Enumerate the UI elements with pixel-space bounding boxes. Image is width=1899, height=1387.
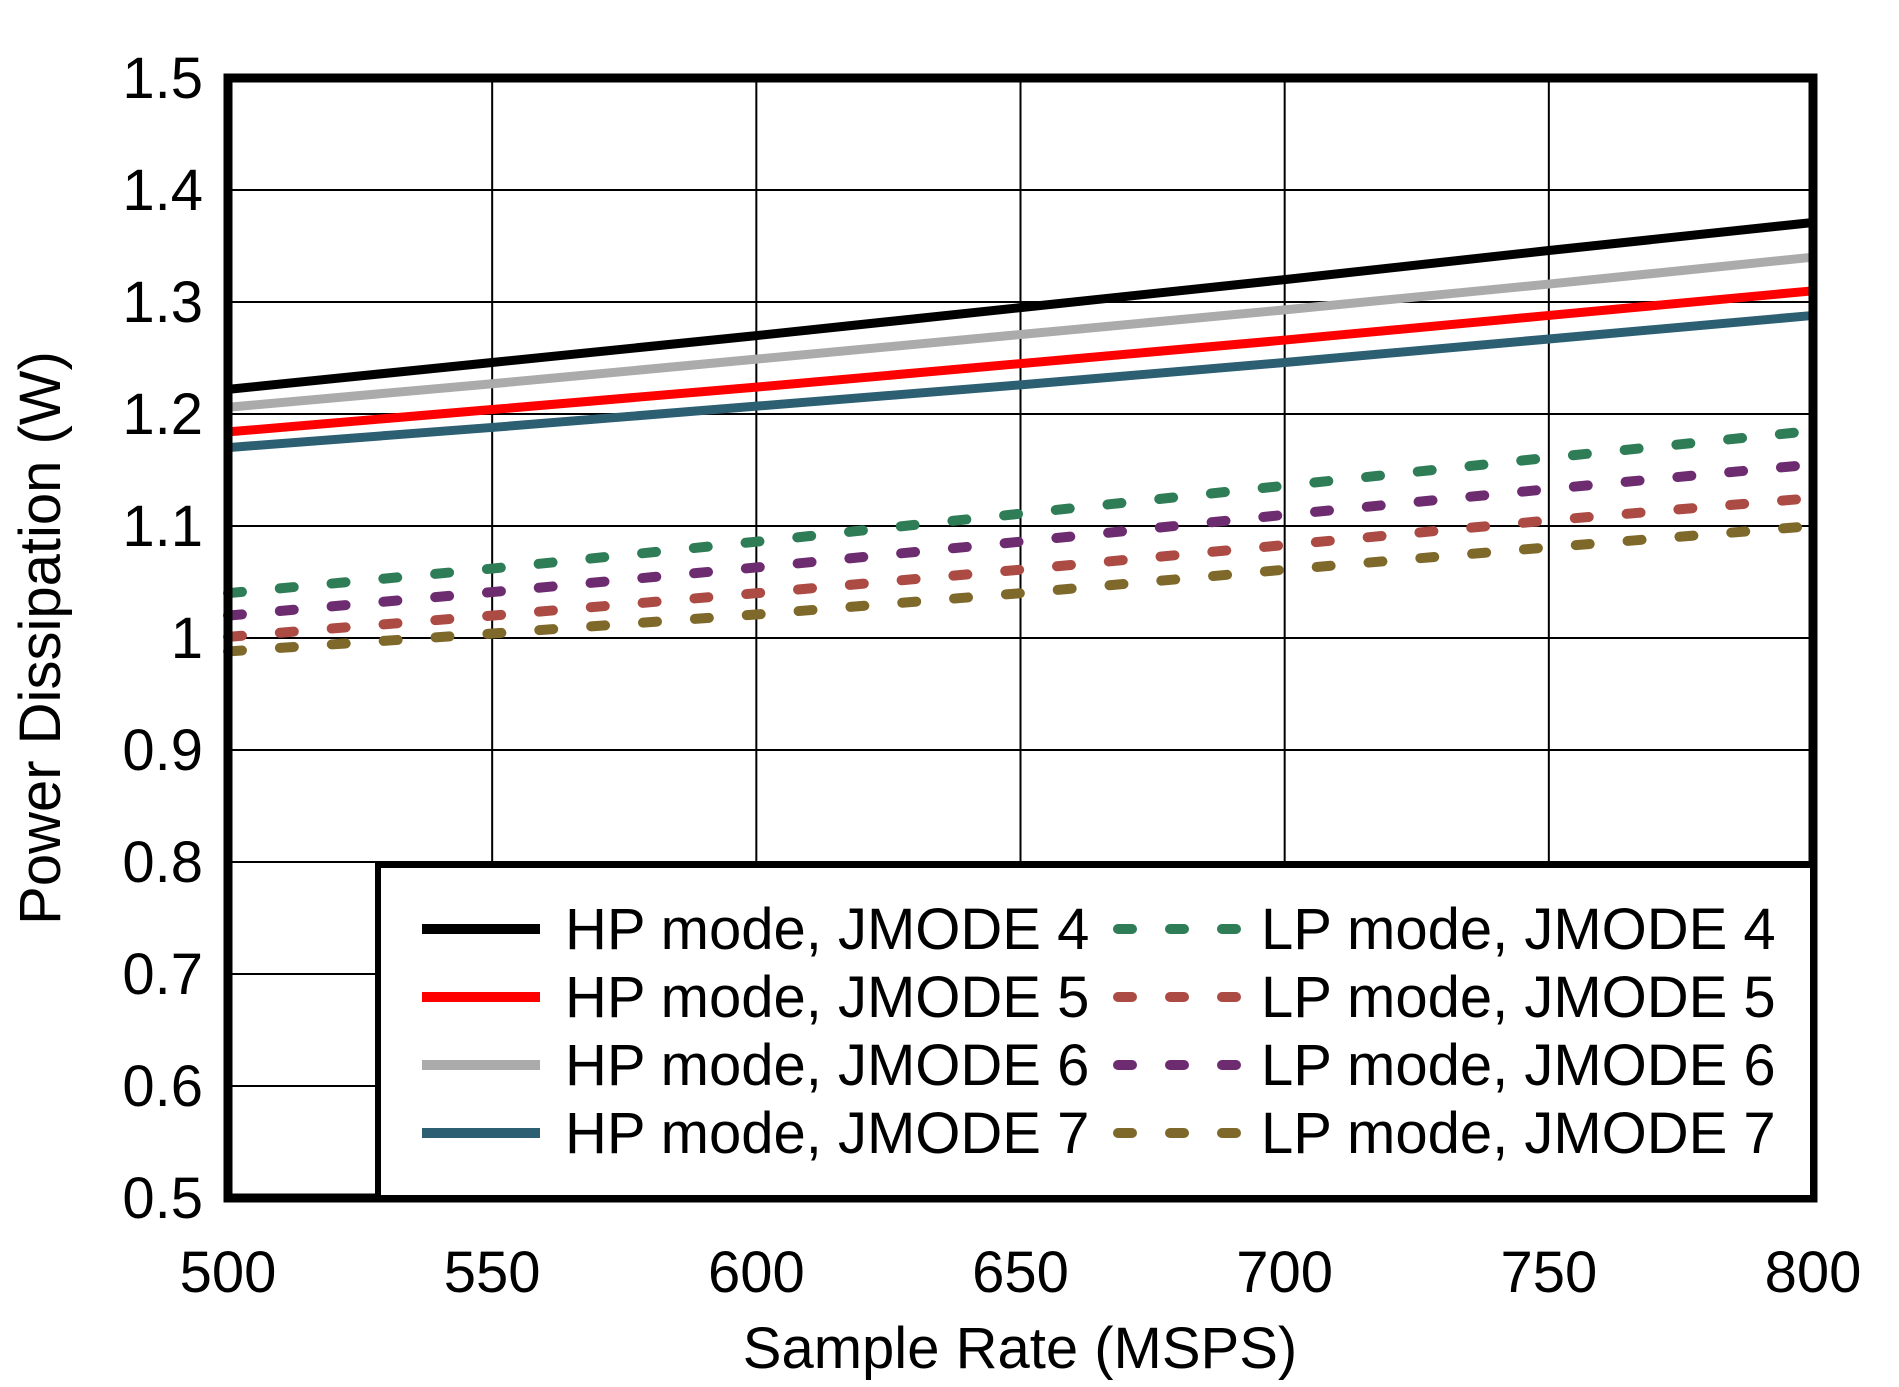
y-tick-label: 1.4 [122,158,203,223]
series-lines [223,218,1818,657]
series-line-hp-mode-jmode-7 [227,310,1814,453]
series-line-lp-mode-jmode-5 [223,493,1818,642]
series-line-hp-mode-jmode-6 [227,252,1814,412]
x-tick-label: 700 [1236,1240,1333,1305]
legend-label: HP mode, JMODE 4 [565,897,1089,962]
x-tick-label: 600 [708,1240,805,1305]
legend-item: HP mode, JMODE 4 [422,897,1089,962]
series-line-hp-mode-jmode-5 [227,286,1814,437]
legend-item: HP mode, JMODE 5 [422,965,1089,1030]
x-axis-title: Sample Rate (MSPS) [743,1316,1297,1381]
legend-box [375,862,1816,1201]
legend: HP mode, JMODE 4HP mode, JMODE 5HP mode,… [375,862,1816,1201]
y-axis-title: Power Dissipation (W) [8,351,73,925]
legend-label: LP mode, JMODE 4 [1261,897,1776,962]
legend-label: LP mode, JMODE 7 [1261,1101,1776,1166]
legend-label: HP mode, JMODE 6 [565,1033,1089,1098]
x-tick-label: 800 [1765,1240,1862,1305]
legend-item: HP mode, JMODE 7 [422,1101,1089,1166]
legend-label: LP mode, JMODE 6 [1261,1033,1776,1098]
series-line-lp-mode-jmode-4 [223,425,1818,599]
x-tick-label: 750 [1500,1240,1597,1305]
legend-item: HP mode, JMODE 6 [422,1033,1089,1098]
x-tick-label: 500 [180,1240,277,1305]
y-tick-label: 0.6 [122,1054,203,1119]
series-line-lp-mode-jmode-7 [223,521,1818,657]
y-tick-label: 1.3 [122,270,203,335]
y-tick-label: 0.8 [122,830,203,895]
y-tick-label: 1.2 [122,382,203,447]
y-tick-label: 0.5 [122,1166,203,1231]
legend-item: LP mode, JMODE 7 [1113,1101,1776,1166]
legend-item: LP mode, JMODE 6 [1113,1033,1776,1098]
y-tick-label: 1 [171,606,203,671]
y-tick-label: 0.9 [122,718,203,783]
x-tick-label: 550 [444,1240,541,1305]
series-line-hp-mode-jmode-4 [227,218,1814,394]
y-tick-label: 1.5 [122,46,203,111]
y-tick-label: 0.7 [122,942,203,1007]
x-tick-label: 650 [972,1240,1069,1305]
legend-label: HP mode, JMODE 7 [565,1101,1089,1166]
legend-item: LP mode, JMODE 5 [1113,965,1776,1030]
legend-label: LP mode, JMODE 5 [1261,965,1776,1030]
y-tick-label: 1.1 [122,494,203,559]
legend-label: HP mode, JMODE 5 [565,965,1089,1030]
legend-item: LP mode, JMODE 4 [1113,897,1776,962]
axis-tick-labels: 500 550 600 650 700 750 800 0.5 0.6 0.7 0.8 0.9 1 1.1… [122,46,1861,1305]
series-line-lp-mode-jmode-6 [223,459,1818,621]
